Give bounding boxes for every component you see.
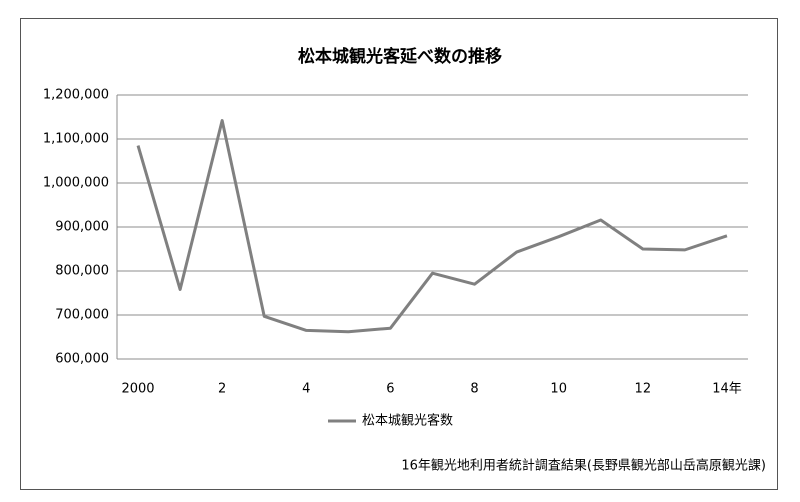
x-tick-label: 10 <box>550 382 567 397</box>
x-tick-label: 2 <box>218 382 226 397</box>
x-tick-label: 14年 <box>712 382 742 397</box>
legend-label: 松本城観光客数 <box>362 413 453 429</box>
x-tick-label: 6 <box>386 382 394 397</box>
source-note: 16年観光地利用者統計調査結果(長野県観光部山岳高原観光課) <box>401 458 766 474</box>
x-tick-label: 8 <box>470 382 478 397</box>
y-tick-label: 900,000 <box>55 220 109 235</box>
x-tick-label: 4 <box>302 382 310 397</box>
y-tick-label: 1,200,000 <box>43 88 109 103</box>
x-tick-label: 12 <box>635 382 652 397</box>
y-tick-label: 1,100,000 <box>43 132 109 147</box>
y-tick-label: 800,000 <box>55 264 109 279</box>
y-tick-label: 700,000 <box>55 308 109 323</box>
x-tick-label: 2000 <box>121 382 154 397</box>
y-tick-label: 1,000,000 <box>43 176 109 191</box>
chart-title: 松本城観光客延べ数の推移 <box>298 46 502 67</box>
chart-frame <box>20 18 778 490</box>
data-line <box>136 119 728 334</box>
y-tick-label: 600,000 <box>55 352 109 367</box>
